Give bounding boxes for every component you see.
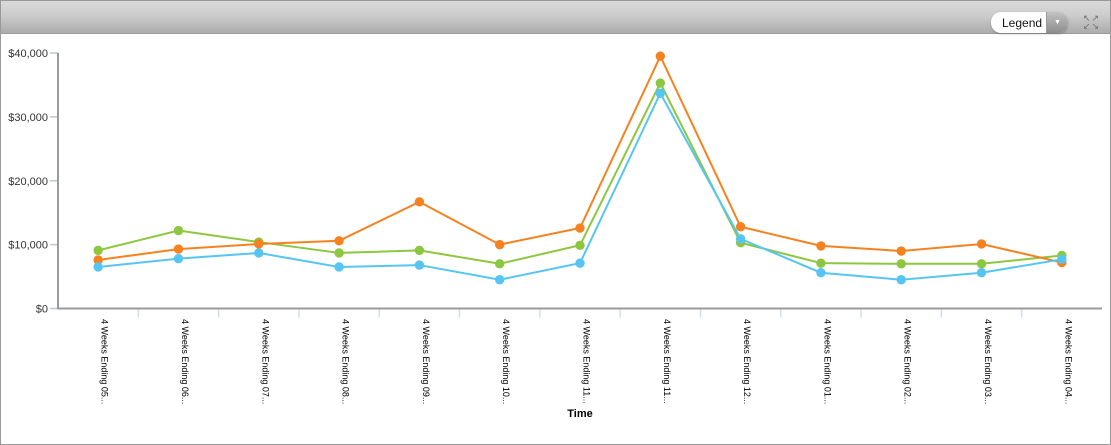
- data-point-orange-series-7[interactable]: [655, 51, 666, 61]
- data-point-orange-series-0[interactable]: [93, 255, 103, 265]
- data-point-blue-series-4[interactable]: [414, 260, 425, 270]
- x-axis-category-label: 4 Weeks Ending 10...: [501, 319, 511, 404]
- y-axis-label: $40,000: [8, 48, 48, 60]
- data-point-green-series-6[interactable]: [575, 240, 585, 250]
- data-point-green-series-1[interactable]: [173, 225, 184, 236]
- y-axis-label: $0: [36, 304, 48, 316]
- data-point-green-series-9[interactable]: [816, 258, 826, 268]
- data-point-green-series-4[interactable]: [414, 245, 425, 256]
- data-point-green-series-10[interactable]: [896, 259, 906, 269]
- x-axis-category-label: 4 Weeks Ending 06...: [180, 319, 190, 404]
- x-axis-category-label: 4 Weeks Ending 08...: [341, 319, 351, 404]
- x-axis-category-label: 4 Weeks Ending 05...: [100, 319, 110, 404]
- x-axis-category-label: 4 Weeks Ending 01...: [822, 319, 832, 404]
- data-point-orange-series-8[interactable]: [735, 222, 746, 232]
- data-point-green-series-7[interactable]: [655, 78, 666, 88]
- data-point-blue-series-12[interactable]: [1057, 254, 1067, 265]
- x-axis-category-label: 4 Weeks Ending 11...: [582, 319, 592, 404]
- data-point-blue-series-6[interactable]: [575, 258, 585, 268]
- y-axis-label: $20,000: [8, 176, 48, 188]
- expand-arrows-top-icon: ↖↗: [1082, 13, 1100, 23]
- data-point-orange-series-1[interactable]: [173, 244, 184, 254]
- data-point-orange-series-6[interactable]: [575, 223, 585, 233]
- data-point-blue-series-11[interactable]: [976, 268, 987, 278]
- data-point-green-series-11[interactable]: [976, 259, 987, 269]
- data-point-orange-series-10[interactable]: [896, 246, 906, 256]
- data-point-blue-series-8[interactable]: [735, 234, 746, 244]
- data-point-green-series-0[interactable]: [93, 245, 103, 256]
- header-bar: Legend ▼ ↖↗ ↙↘: [1, 1, 1110, 34]
- legend-dropdown[interactable]: Legend ▼: [991, 12, 1068, 33]
- y-axis-label: $10,000: [8, 240, 48, 252]
- legend-dropdown-label: Legend: [1002, 15, 1043, 30]
- x-axis-category-label: 4 Weeks Ending 02...: [903, 319, 913, 404]
- line-chart: $0 $10,000 $20,000 $30,000 $40,000 4 Weeks En…: [8, 48, 1102, 420]
- data-point-blue-series-1[interactable]: [173, 253, 184, 264]
- data-point-blue-series-0[interactable]: [93, 262, 103, 272]
- data-point-orange-series-4[interactable]: [414, 197, 425, 207]
- data-point-orange-series-5[interactable]: [494, 239, 505, 250]
- x-axis-category-label: 4 Weeks Ending 07...: [260, 319, 270, 404]
- x-axis-title: Time: [567, 408, 592, 420]
- expand-arrows-bottom-icon: ↙↘: [1082, 21, 1100, 31]
- data-point-blue-series-5[interactable]: [494, 275, 505, 285]
- data-point-green-series-5[interactable]: [494, 259, 505, 269]
- data-point-blue-series-3[interactable]: [334, 262, 344, 272]
- x-axis-category-label: 4 Weeks Ending 11...: [662, 319, 672, 404]
- data-point-orange-series-9[interactable]: [816, 241, 826, 251]
- x-axis-category-label: 4 Weeks Ending 03...: [983, 319, 993, 404]
- x-axis-category-label: 4 Weeks Ending 04...: [1063, 319, 1073, 404]
- data-point-blue-series-9[interactable]: [816, 268, 826, 278]
- x-axis-category-label: 4 Weeks Ending 09...: [421, 319, 431, 404]
- maximize-icon[interactable]: ↖↗ ↙↘: [1082, 13, 1100, 31]
- data-point-blue-series-7[interactable]: [655, 88, 666, 98]
- data-point-orange-series-2[interactable]: [254, 239, 264, 249]
- series-line-green-series: [97, 80, 1062, 265]
- chevron-down-icon[interactable]: ▼: [1046, 12, 1068, 33]
- data-point-blue-series-2[interactable]: [254, 248, 264, 258]
- y-axis-label: $30,000: [8, 112, 48, 124]
- data-point-orange-series-3[interactable]: [334, 236, 344, 246]
- data-point-green-series-3[interactable]: [334, 248, 344, 258]
- series-line-blue-series: [98, 91, 1063, 281]
- x-axis-category-label: 4 Weeks Ending 12...: [742, 319, 752, 404]
- data-point-orange-series-11[interactable]: [976, 239, 987, 249]
- data-point-blue-series-10[interactable]: [896, 275, 906, 285]
